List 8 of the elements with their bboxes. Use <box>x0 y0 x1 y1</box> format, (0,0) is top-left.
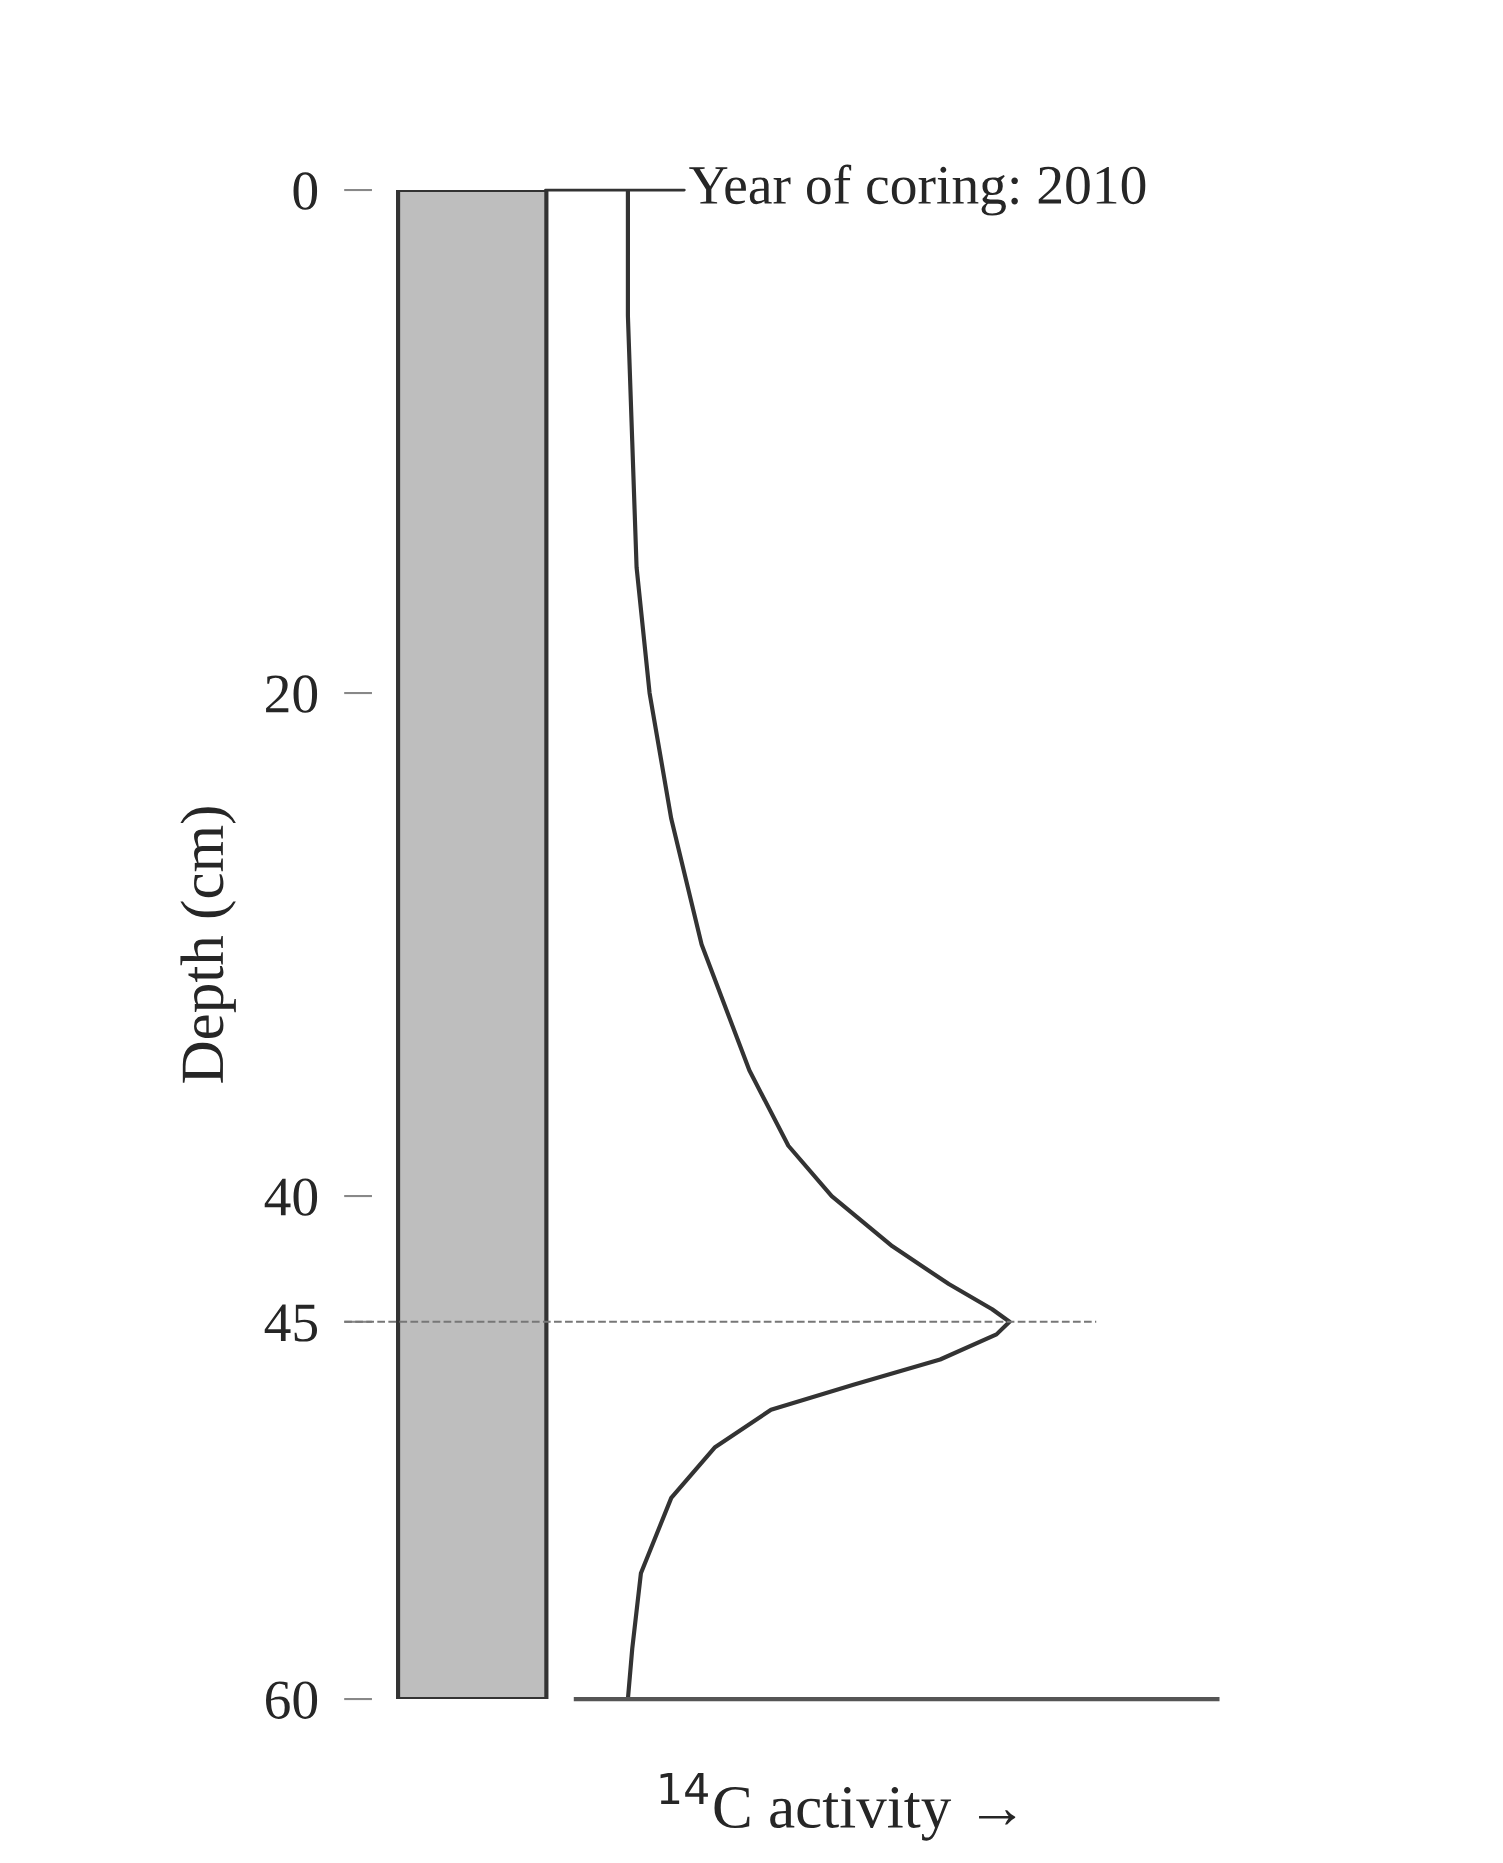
y-tick-label: 40 <box>264 1178 318 1216</box>
x-axis-title: $^{14}$C activity → <box>660 1772 1016 1841</box>
y-tick-label: 45 <box>264 1304 318 1342</box>
y-axis-title: Depth (cm) <box>180 807 236 1083</box>
annotation: Year of coring: 2010 <box>689 164 1146 216</box>
y-tick-label: 0 <box>293 172 318 210</box>
y-tick-label: 60 <box>266 1681 318 1719</box>
y-tick-label: 20 <box>266 675 318 713</box>
